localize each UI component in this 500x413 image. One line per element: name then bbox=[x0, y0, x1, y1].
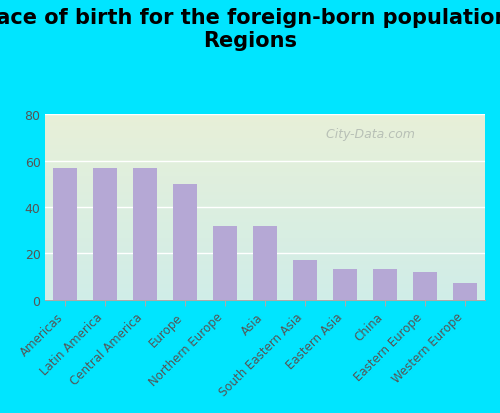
Text: City-Data.com: City-Data.com bbox=[318, 128, 415, 141]
Bar bbox=[373, 270, 397, 300]
Bar bbox=[54, 168, 78, 300]
Bar bbox=[253, 226, 277, 300]
Bar bbox=[453, 284, 477, 300]
Bar bbox=[134, 168, 158, 300]
Bar bbox=[333, 270, 357, 300]
Bar bbox=[413, 272, 437, 300]
Bar bbox=[174, 185, 197, 300]
Text: Place of birth for the foreign-born population -
Regions: Place of birth for the foreign-born popu… bbox=[0, 8, 500, 51]
Bar bbox=[293, 261, 317, 300]
Bar bbox=[213, 226, 237, 300]
Bar bbox=[94, 168, 118, 300]
